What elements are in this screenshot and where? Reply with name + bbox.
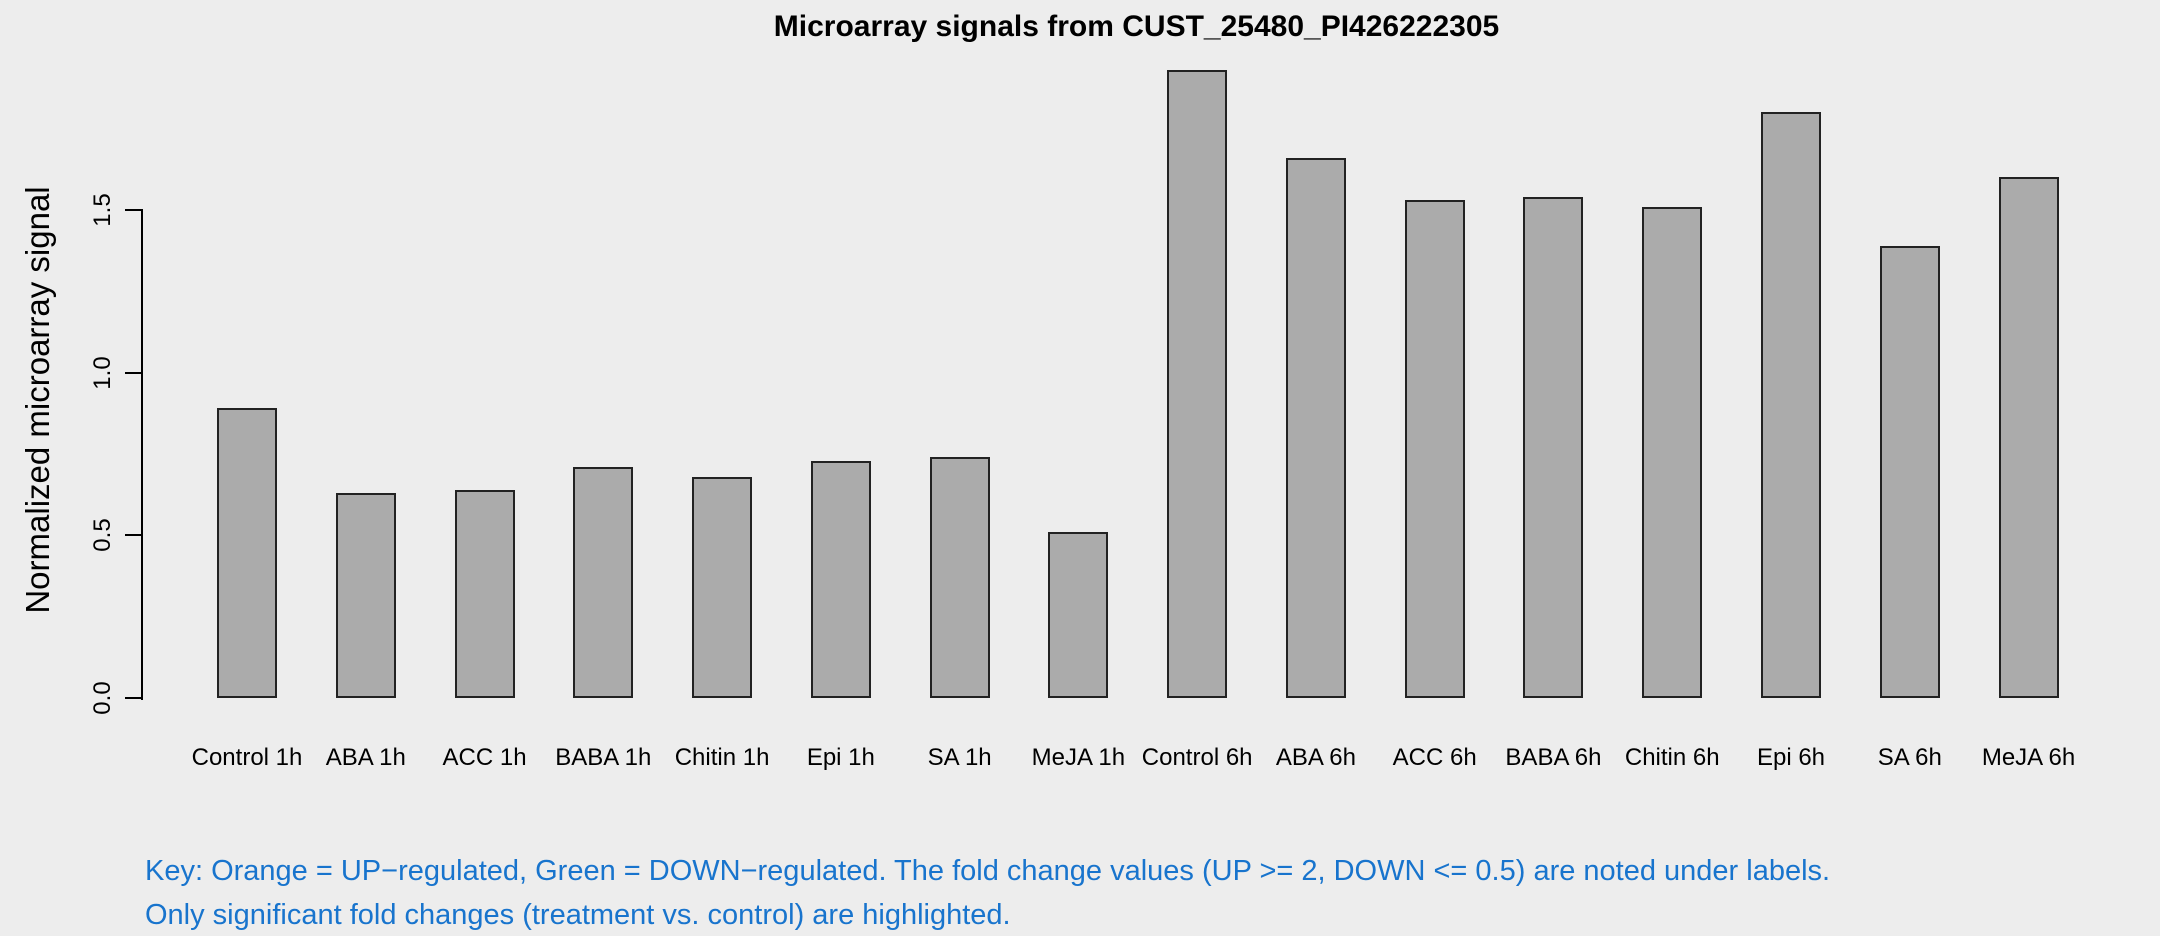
- bar-control-1h: [217, 408, 277, 698]
- y-tick-label-0.0: 0.0: [89, 681, 116, 715]
- y-axis-label: Normalized microarray signal: [19, 186, 56, 614]
- y-tick-0.0: [125, 697, 143, 699]
- x-tick-label-sa-6h: SA 6h: [1877, 744, 1942, 771]
- bar-acc-6h: [1404, 200, 1465, 698]
- y-tick-1.0: [125, 371, 143, 374]
- bar-chitin-6h: [1642, 206, 1703, 698]
- x-tick-label-sa-1h: SA 1h: [927, 744, 992, 771]
- bar-epi-6h: [1761, 112, 1821, 698]
- y-tick-label-1.0: 1.0: [89, 355, 116, 390]
- bar-meja-1h: [1048, 532, 1109, 698]
- bar-acc-1h: [454, 489, 515, 698]
- bar-aba-1h: [335, 493, 396, 698]
- bar-sa-1h: [929, 457, 990, 698]
- x-tick-label-meja-6h: MeJA 6h: [1981, 744, 2076, 771]
- x-tick-label-acc-6h: ACC 6h: [1392, 744, 1477, 771]
- x-tick-label-aba-6h: ABA 6h: [1275, 744, 1356, 771]
- bar-control-6h: [1167, 70, 1228, 698]
- x-tick-label-baba-6h: BABA 6h: [1505, 744, 1602, 771]
- bar-sa-6h: [1879, 245, 1940, 698]
- x-tick-label-epi-6h: Epi 6h: [1756, 744, 1826, 771]
- bar-epi-1h: [810, 460, 871, 698]
- key-note-line1: Key: Orange = UP−regulated, Green = DOWN…: [145, 855, 1831, 887]
- x-tick-label-baba-1h: BABA 1h: [555, 744, 652, 771]
- chart-key-note: Key: Orange = UP−regulated, Green = DOWN…: [145, 849, 1830, 936]
- x-tick-label-control-1h: Control 1h: [191, 744, 303, 771]
- x-tick-label-epi-1h: Epi 1h: [806, 744, 875, 771]
- chart-title: Microarray signals from CUST_25480_PI426…: [773, 10, 1500, 43]
- y-tick-label-0.5: 0.5: [89, 518, 116, 553]
- bar-baba-6h: [1523, 196, 1584, 698]
- key-note-line2: Only significant fold changes (treatment…: [145, 899, 1011, 931]
- bar-chitin-1h: [692, 476, 753, 698]
- bar-baba-1h: [573, 467, 634, 698]
- bar-meja-6h: [1998, 177, 2059, 698]
- y-tick-0.5: [125, 534, 143, 537]
- x-tick-label-meja-1h: MeJA 1h: [1031, 744, 1126, 771]
- y-tick-label-1.5: 1.5: [89, 193, 116, 227]
- x-tick-label-control-6h: Control 6h: [1141, 744, 1253, 771]
- y-tick-1.5: [125, 209, 143, 211]
- x-tick-label-acc-1h: ACC 1h: [442, 744, 527, 771]
- x-tick-label-chitin-6h: Chitin 6h: [1624, 744, 1720, 771]
- x-tick-label-chitin-1h: Chitin 1h: [674, 744, 770, 771]
- y-axis-line: [141, 209, 143, 700]
- x-tick-label-aba-1h: ABA 1h: [325, 744, 406, 771]
- bar-aba-6h: [1285, 157, 1346, 698]
